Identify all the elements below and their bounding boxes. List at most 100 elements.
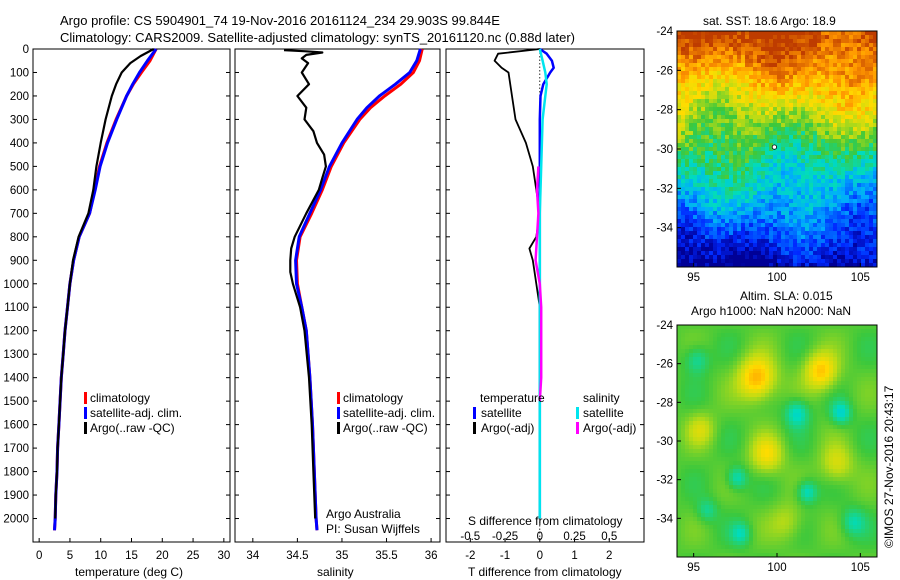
heatmap-cell — [717, 99, 722, 104]
heatmap-cell — [789, 147, 794, 152]
heatmap-cell — [701, 79, 706, 84]
heatmap-cell — [813, 417, 818, 422]
heatmap-cell — [865, 389, 870, 394]
heatmap-cell — [801, 243, 806, 248]
heatmap-cell — [681, 215, 686, 220]
heatmap-cell — [697, 421, 702, 426]
heatmap-cell — [865, 251, 870, 256]
heatmap-cell — [685, 95, 690, 100]
heatmap-cell — [689, 353, 694, 358]
heatmap-cell — [753, 195, 758, 200]
heatmap-cell — [869, 63, 874, 68]
heatmap-cell — [753, 211, 758, 216]
heatmap-cell — [793, 247, 798, 252]
heatmap-cell — [709, 207, 714, 212]
heatmap-cell — [733, 127, 738, 132]
heatmap-cell — [737, 345, 742, 350]
heatmap-cell — [861, 159, 866, 164]
heatmap-cell — [797, 139, 802, 144]
heatmap-cell — [725, 345, 730, 350]
heatmap-cell — [697, 135, 702, 140]
heatmap-cell — [749, 397, 754, 402]
heatmap-cell — [681, 67, 686, 72]
heatmap-cell — [793, 43, 798, 48]
series-line-argo-adj-t — [493, 48, 541, 519]
heatmap-cell — [825, 91, 830, 96]
heatmap-cell — [677, 243, 682, 248]
heatmap-cell — [685, 381, 690, 386]
heatmap-cell — [853, 231, 858, 236]
heatmap-cell — [729, 111, 734, 116]
x-tick-label-top: 0.5 — [601, 531, 617, 543]
heatmap-cell — [761, 171, 766, 176]
heatmap-cell — [817, 195, 822, 200]
heatmap-cell — [865, 235, 870, 240]
heatmap-cell — [829, 401, 834, 406]
heatmap-cell — [865, 199, 870, 204]
heatmap-cell — [761, 341, 766, 346]
heatmap-cell — [741, 247, 746, 252]
heatmap-cell — [853, 99, 858, 104]
heatmap-cell — [689, 263, 694, 268]
heatmap-cell — [733, 219, 738, 224]
heatmap-cell — [789, 393, 794, 398]
heatmap-cell — [789, 259, 794, 264]
heatmap-cell — [753, 353, 758, 358]
heatmap-cell — [853, 135, 858, 140]
heatmap-cell — [737, 349, 742, 354]
heatmap-cell — [733, 199, 738, 204]
heatmap-cell — [849, 409, 854, 414]
heatmap-cell — [789, 247, 794, 252]
heatmap-cell — [677, 63, 682, 68]
heatmap-cell — [801, 227, 806, 232]
heatmap-cell — [781, 465, 786, 470]
heatmap-cell — [861, 377, 866, 382]
heatmap-cell — [801, 393, 806, 398]
heatmap-cell — [789, 413, 794, 418]
heatmap-cell — [857, 247, 862, 252]
heatmap-cell — [793, 207, 798, 212]
heatmap-cell — [773, 187, 778, 192]
heatmap-cell — [709, 59, 714, 64]
heatmap-cell — [861, 87, 866, 92]
heatmap-cell — [741, 243, 746, 248]
heatmap-cell — [717, 381, 722, 386]
heatmap-cell — [821, 91, 826, 96]
heatmap-cell — [841, 83, 846, 88]
heatmap-cell — [677, 195, 682, 200]
heatmap-cell — [717, 79, 722, 84]
heatmap-cell — [769, 361, 774, 366]
heatmap-cell — [725, 159, 730, 164]
heatmap-cell — [833, 143, 838, 148]
heatmap-cell — [685, 87, 690, 92]
heatmap-cell — [777, 211, 782, 216]
heatmap-cell — [685, 251, 690, 256]
heatmap-cell — [853, 95, 858, 100]
heatmap-cell — [869, 191, 874, 196]
heatmap-cell — [689, 369, 694, 374]
heatmap-cell — [765, 397, 770, 402]
heatmap-cell — [733, 195, 738, 200]
heatmap-cell — [677, 211, 682, 216]
heatmap-cell — [685, 417, 690, 422]
heatmap-cell — [853, 119, 858, 124]
heatmap-cell — [825, 235, 830, 240]
heatmap-cell — [689, 31, 694, 36]
heatmap-cell — [833, 79, 838, 84]
heatmap-cell — [689, 35, 694, 40]
heatmap-cell — [689, 425, 694, 430]
heatmap-cell — [741, 103, 746, 108]
heatmap-cell — [845, 227, 850, 232]
heatmap-cell — [677, 155, 682, 160]
heatmap-cell — [701, 35, 706, 40]
heatmap-cell — [757, 223, 762, 228]
heatmap-cell — [721, 191, 726, 196]
heatmap-cell — [689, 151, 694, 156]
heatmap-cell — [693, 139, 698, 144]
heatmap-cell — [733, 389, 738, 394]
heatmap-cell — [733, 433, 738, 438]
heatmap-cell — [733, 147, 738, 152]
heatmap-cell — [709, 381, 714, 386]
heatmap-cell — [809, 453, 814, 458]
